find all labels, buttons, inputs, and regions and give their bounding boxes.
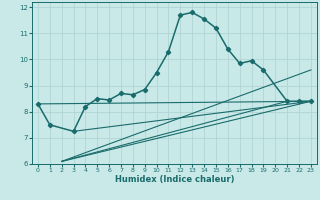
X-axis label: Humidex (Indice chaleur): Humidex (Indice chaleur) <box>115 175 234 184</box>
